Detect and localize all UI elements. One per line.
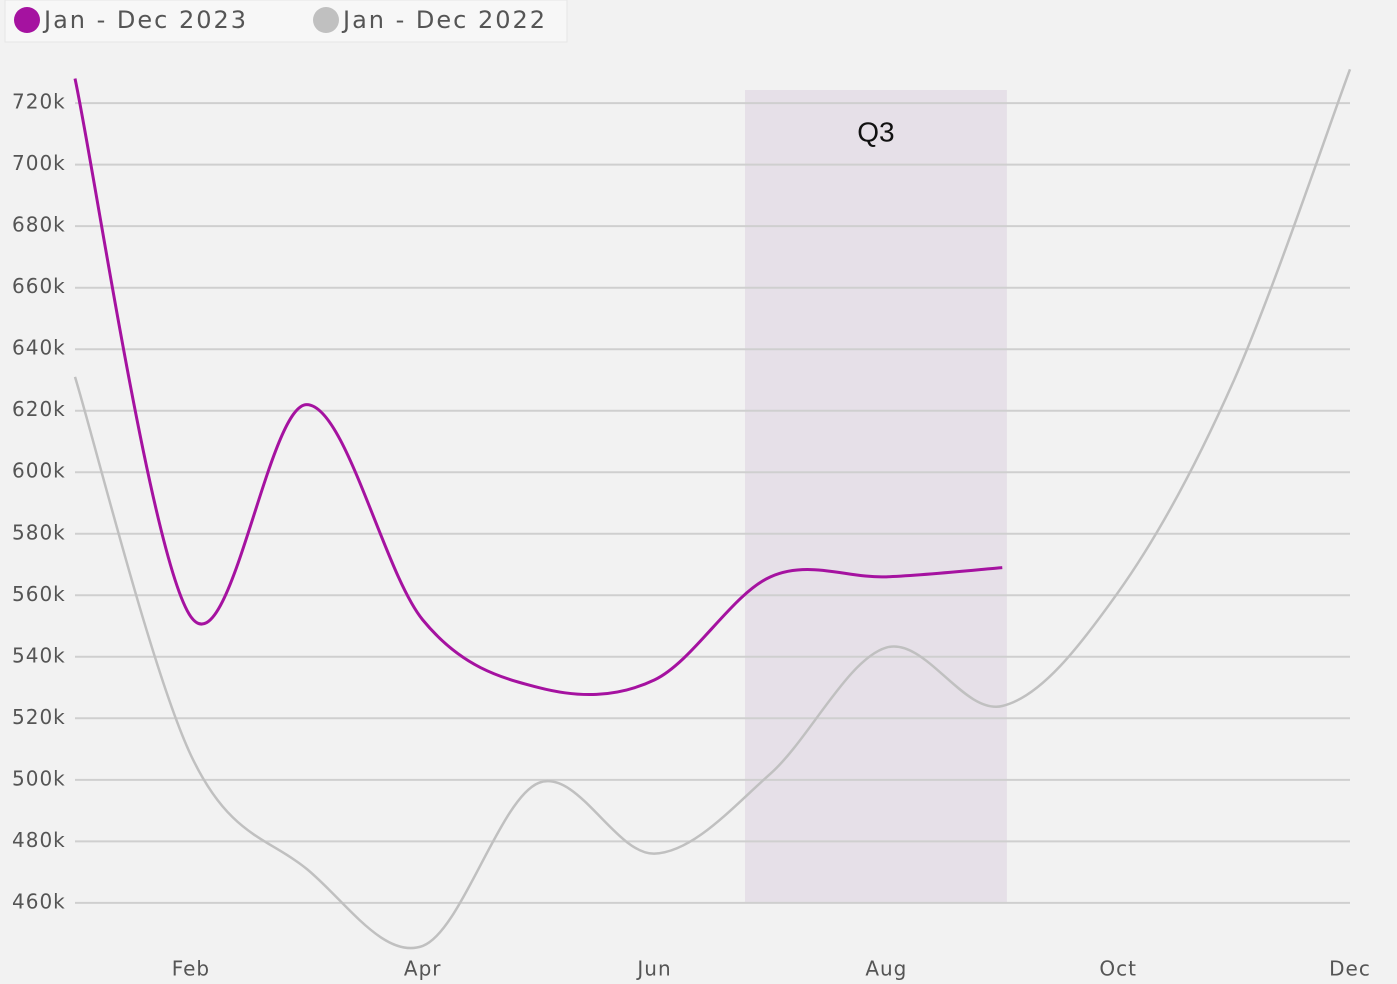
series-line xyxy=(73,68,1352,950)
y-tick-label: 700k xyxy=(12,151,66,175)
legend-marker xyxy=(313,7,339,33)
x-tick-label: Oct xyxy=(1099,957,1137,981)
y-tick-label: 720k xyxy=(12,90,66,114)
x-tick-label: Jun xyxy=(635,957,671,981)
y-tick-label: 520k xyxy=(12,705,66,729)
legend-label: Jan - Dec 2023 xyxy=(42,6,248,34)
y-tick-label: 600k xyxy=(12,459,66,483)
legend-marker xyxy=(14,7,40,33)
y-tick-label: 660k xyxy=(12,274,66,298)
x-tick-label: Feb xyxy=(172,957,210,981)
legend-box xyxy=(4,0,568,43)
y-tick-label: 500k xyxy=(12,766,66,790)
y-tick-label: 460k xyxy=(12,889,66,913)
legend-label: Jan - Dec 2022 xyxy=(341,6,547,34)
highlight-band xyxy=(744,90,1007,903)
x-tick-label: Aug xyxy=(865,957,907,981)
x-tick-label: Dec xyxy=(1329,957,1371,981)
x-tick-label: Apr xyxy=(404,957,442,981)
y-tick-label: 560k xyxy=(12,582,66,606)
y-tick-label: 580k xyxy=(12,520,66,544)
y-tick-label: 480k xyxy=(12,828,66,852)
series-line xyxy=(73,78,1003,697)
y-tick-label: 540k xyxy=(12,643,66,667)
y-tick-label: 680k xyxy=(12,213,66,237)
band-label: Q3 xyxy=(857,116,894,147)
y-tick-label: 640k xyxy=(12,336,66,360)
y-tick-label: 620k xyxy=(12,397,66,421)
